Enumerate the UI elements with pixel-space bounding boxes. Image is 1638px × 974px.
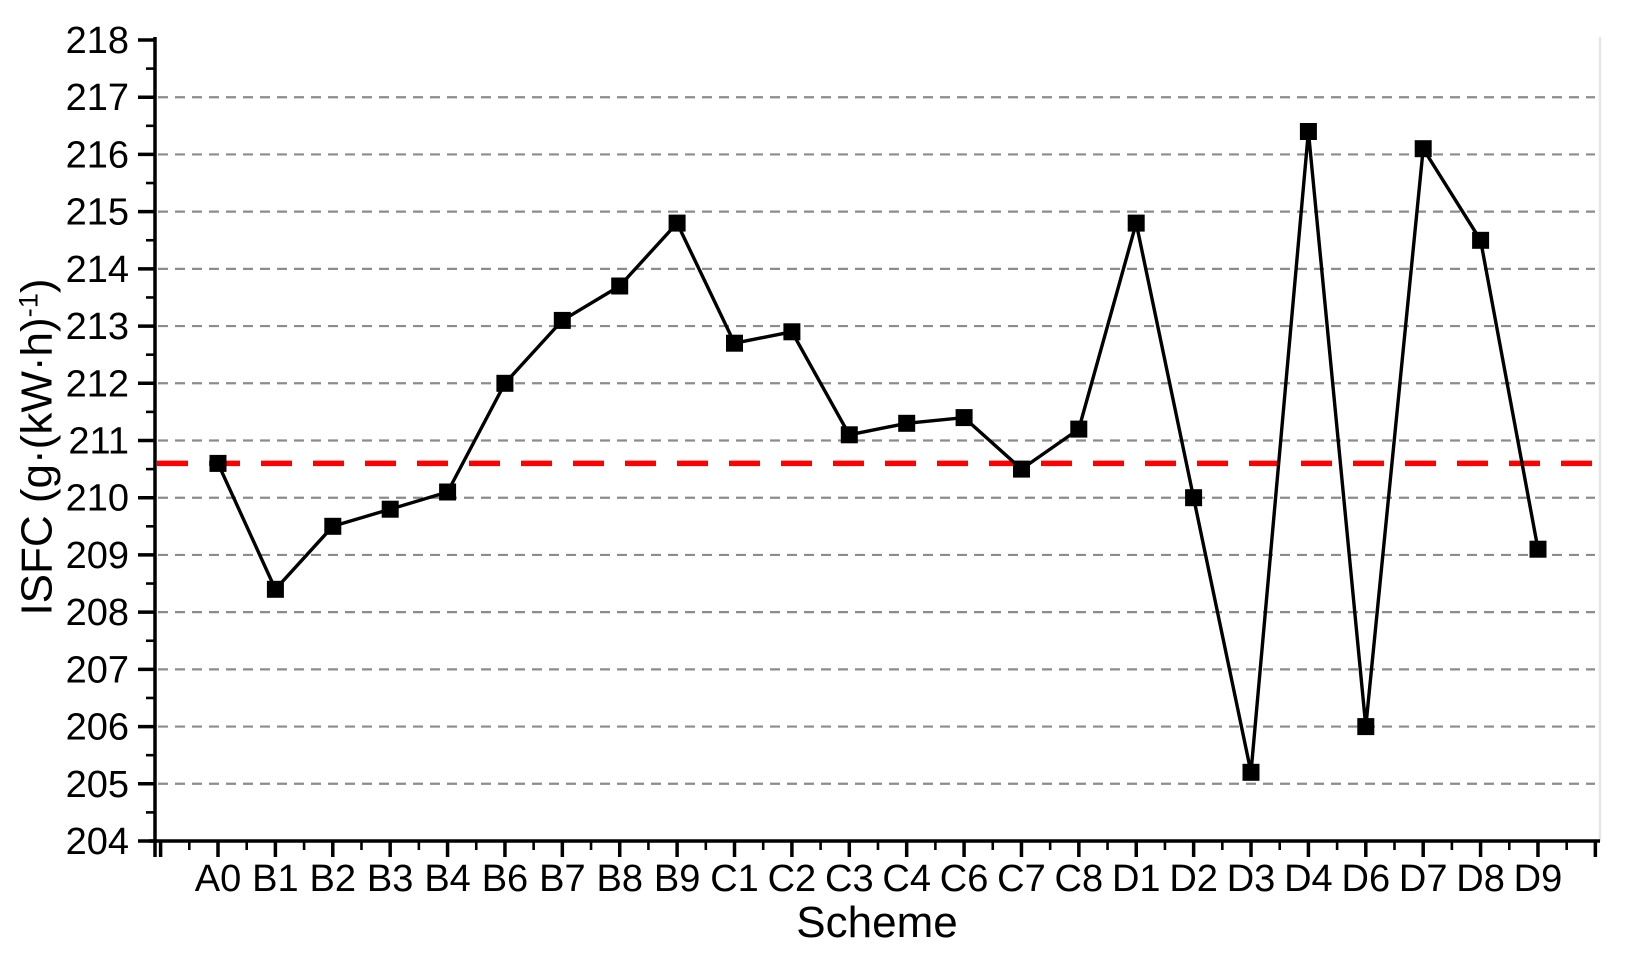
data-point-marker bbox=[324, 517, 342, 535]
x-tick-label: D3 bbox=[1227, 858, 1276, 900]
x-tick-label: B8 bbox=[596, 858, 642, 900]
data-point-marker bbox=[1299, 123, 1317, 140]
y-axis-title-close: ) bbox=[12, 278, 62, 294]
y-tick-label: 217 bbox=[66, 77, 129, 119]
data-point-marker bbox=[1242, 763, 1260, 781]
x-tick-label: C7 bbox=[997, 858, 1046, 900]
x-tick-label: A0 bbox=[195, 858, 241, 900]
y-axis-title-text: ISFC (g·(kW·h) bbox=[12, 317, 62, 616]
data-point-marker bbox=[1070, 420, 1088, 438]
data-point-marker bbox=[439, 483, 457, 501]
data-point-marker bbox=[553, 311, 571, 329]
data-point-marker bbox=[1529, 540, 1547, 558]
y-tick-label: 207 bbox=[66, 649, 129, 691]
data-point-marker bbox=[668, 214, 686, 232]
data-point-marker bbox=[496, 374, 514, 392]
x-tick-label: D8 bbox=[1456, 858, 1505, 900]
x-tick-label: D6 bbox=[1342, 858, 1391, 900]
y-axis-title: ISFC (g·(kW·h)-1) bbox=[12, 278, 62, 616]
x-tick-label: C1 bbox=[710, 858, 759, 900]
data-point-marker bbox=[840, 426, 858, 444]
x-tick-label: D1 bbox=[1112, 858, 1161, 900]
data-point-marker bbox=[1414, 140, 1432, 158]
x-tick-label: D2 bbox=[1169, 858, 1218, 900]
data-point-marker bbox=[1185, 489, 1203, 507]
x-tick-label: B9 bbox=[654, 858, 700, 900]
data-point-marker bbox=[1357, 718, 1375, 736]
x-tick-label: D7 bbox=[1399, 858, 1448, 900]
y-axis-title-superscript: -1 bbox=[12, 293, 44, 318]
y-tick-label: 208 bbox=[66, 592, 129, 634]
data-line bbox=[216, 131, 1540, 773]
x-tick-label: D4 bbox=[1284, 858, 1333, 900]
x-tick-label: C3 bbox=[825, 858, 874, 900]
y-tick-label: 209 bbox=[66, 535, 129, 577]
y-tick-label: 213 bbox=[66, 306, 129, 348]
x-tick-label: C2 bbox=[768, 858, 817, 900]
x-tick-label: C4 bbox=[882, 858, 931, 900]
data-point-marker bbox=[611, 277, 629, 295]
data-point-marker bbox=[209, 454, 227, 472]
x-axis-title: Scheme bbox=[796, 898, 958, 947]
data-point-marker bbox=[1472, 231, 1490, 249]
y-tick-label: 204 bbox=[66, 821, 129, 863]
y-tick-label: 216 bbox=[66, 134, 129, 176]
x-tick-label: B4 bbox=[424, 858, 470, 900]
x-tick-label: B3 bbox=[367, 858, 413, 900]
y-tick-label: 206 bbox=[66, 707, 129, 749]
x-tick-label: D9 bbox=[1514, 858, 1563, 900]
data-point-marker bbox=[381, 500, 399, 518]
data-point-marker bbox=[726, 334, 743, 352]
y-tick-label: 214 bbox=[66, 249, 129, 291]
data-point-marker bbox=[1013, 460, 1030, 478]
data-point-marker bbox=[1127, 214, 1145, 232]
y-tick-label: 205 bbox=[66, 764, 129, 806]
x-tick-label: B6 bbox=[482, 858, 528, 900]
x-tick-label: B7 bbox=[539, 858, 585, 900]
y-tick-label: 215 bbox=[66, 192, 129, 234]
data-point-marker bbox=[266, 580, 284, 598]
y-tick-label: 210 bbox=[66, 478, 129, 520]
data-point-marker bbox=[783, 323, 801, 341]
y-tick-label: 218 bbox=[66, 20, 129, 62]
y-tick-label: 212 bbox=[66, 363, 129, 405]
y-tick-label: 211 bbox=[68, 421, 129, 463]
x-tick-label: B1 bbox=[252, 858, 298, 900]
x-tick-label: C6 bbox=[940, 858, 989, 900]
x-tick-label: C8 bbox=[1055, 858, 1104, 900]
data-point-marker bbox=[955, 409, 973, 427]
data-point-marker bbox=[898, 414, 916, 432]
x-tick-label: B2 bbox=[310, 858, 356, 900]
